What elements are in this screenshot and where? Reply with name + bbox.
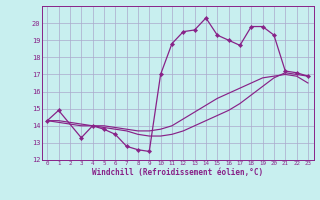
X-axis label: Windchill (Refroidissement éolien,°C): Windchill (Refroidissement éolien,°C) (92, 168, 263, 177)
